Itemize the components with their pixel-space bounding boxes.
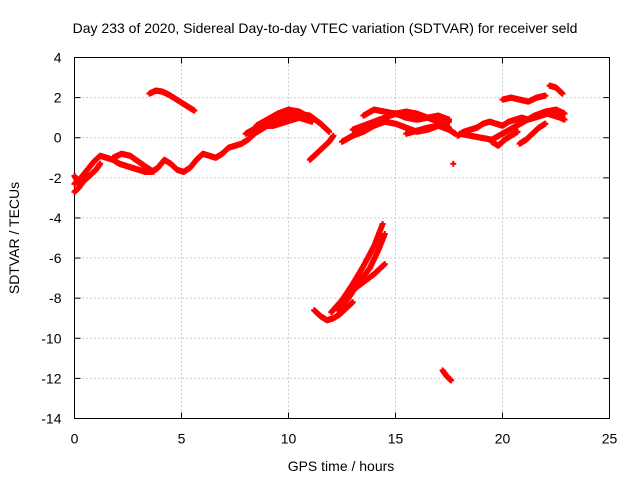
data-point-marker bbox=[326, 128, 333, 135]
x-axis-label: GPS time / hours bbox=[288, 458, 395, 474]
data-point-marker bbox=[514, 128, 521, 135]
y-axis-label: SDTVAR / TECUs bbox=[6, 182, 22, 294]
y-tick-label: 2 bbox=[54, 90, 62, 106]
data-point-marker bbox=[446, 118, 452, 125]
data-point-marker bbox=[150, 168, 157, 175]
data-point-marker bbox=[559, 90, 566, 97]
series-arc-16 bbox=[349, 261, 388, 294]
x-tick-label: 25 bbox=[602, 431, 618, 447]
chart-title: Day 233 of 2020, Sidereal Day-to-day VTE… bbox=[73, 20, 578, 36]
x-tick-label: 20 bbox=[495, 431, 511, 447]
series-arc-18 bbox=[450, 160, 457, 167]
data-point-marker bbox=[381, 261, 388, 268]
x-tick-label: 0 bbox=[71, 431, 79, 447]
y-axis: -14 -12 -10 -8 -6 -4 -2 0 2 4 bbox=[41, 50, 610, 427]
series-arc-7 bbox=[253, 106, 313, 129]
series-arc-24 bbox=[516, 120, 549, 147]
data-point-marker bbox=[306, 114, 313, 121]
y-tick-label: -8 bbox=[49, 290, 62, 306]
y-tick-label: -14 bbox=[41, 411, 61, 427]
x-tick-label: 5 bbox=[178, 431, 186, 447]
series-arc-3 bbox=[71, 172, 93, 187]
grid-lines bbox=[74, 57, 610, 419]
data-point-marker bbox=[561, 116, 568, 123]
data-point-marker bbox=[349, 299, 356, 306]
series-arc-13 bbox=[311, 299, 356, 324]
data-point-marker bbox=[542, 120, 549, 127]
series-arc-22 bbox=[546, 82, 566, 97]
series-arc-8 bbox=[306, 132, 337, 163]
y-tick-label: -4 bbox=[49, 210, 62, 226]
x-tick-label: 10 bbox=[281, 431, 297, 447]
y-tick-label: -12 bbox=[41, 370, 61, 386]
series-arc-23 bbox=[488, 128, 521, 149]
y-tick-label: -6 bbox=[49, 250, 62, 266]
series-arc-12 bbox=[403, 118, 452, 137]
series-arc-5 bbox=[110, 150, 157, 175]
plot-frame bbox=[74, 57, 610, 419]
series-arc-21 bbox=[499, 92, 549, 105]
data-point-marker bbox=[381, 230, 388, 237]
series-arc-4 bbox=[146, 87, 198, 114]
y-tick-label: -2 bbox=[49, 170, 62, 186]
data-point-marker bbox=[446, 124, 452, 131]
series-arc-11 bbox=[360, 106, 452, 123]
data-point-marker bbox=[86, 172, 93, 179]
x-tick-label: 15 bbox=[388, 431, 404, 447]
data-point-marker bbox=[97, 160, 104, 167]
data-point-marker bbox=[379, 220, 386, 227]
data-point-marker bbox=[448, 377, 455, 384]
data-point-marker bbox=[542, 92, 549, 99]
x-axis: 0 5 10 15 20 25 bbox=[71, 57, 618, 447]
y-tick-label: 0 bbox=[54, 130, 62, 146]
data-point-marker bbox=[191, 107, 198, 114]
data-points bbox=[71, 82, 568, 384]
y-tick-label: 4 bbox=[54, 50, 62, 66]
series-arc-20 bbox=[456, 106, 568, 143]
data-point-marker bbox=[450, 160, 457, 167]
y-tick-label: -10 bbox=[41, 330, 61, 346]
data-point-marker bbox=[330, 132, 337, 139]
data-point-marker bbox=[561, 110, 568, 117]
series-arc-17 bbox=[439, 367, 455, 384]
series-arc-1 bbox=[71, 114, 316, 187]
